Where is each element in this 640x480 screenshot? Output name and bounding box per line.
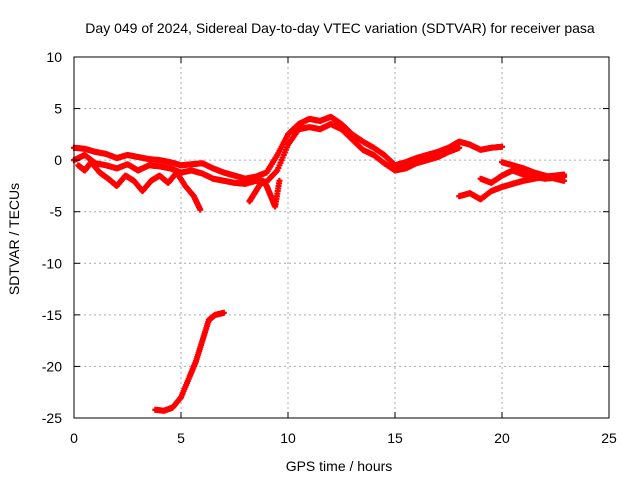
series-low-arc	[152, 309, 227, 414]
series-main-band-lower	[71, 121, 463, 187]
chart-title: Day 049 of 2024, Sidereal Day-to-day VTE…	[85, 20, 595, 36]
x-tick-label: 25	[601, 430, 617, 446]
y-tick-label: 0	[54, 152, 62, 168]
y-axis-label: SDTVAR / TECUs	[6, 183, 22, 295]
data-point	[499, 143, 505, 150]
y-tick-label: -5	[50, 204, 63, 220]
data-point	[220, 309, 227, 316]
y-tick-label: -10	[42, 255, 62, 271]
y-tick-label: 10	[46, 49, 62, 65]
data-point	[276, 177, 283, 184]
x-tick-label: 5	[177, 430, 185, 446]
data-point	[456, 144, 463, 151]
x-tick-label: 10	[280, 430, 296, 446]
y-tick-label: 5	[54, 101, 62, 117]
series-late-mid	[499, 159, 568, 184]
axis-ticks: 0 5 10 15 20 25 10 5 0 -5 -10 -15 -20 -25	[42, 49, 617, 446]
series-dip-near-9	[246, 177, 283, 210]
x-tick-label: 20	[494, 430, 510, 446]
data-points	[71, 113, 568, 414]
y-tick-label: -15	[42, 307, 62, 323]
plot-frame	[73, 56, 610, 419]
y-tick-label: -20	[42, 358, 62, 374]
data-point	[561, 177, 568, 184]
x-axis-label: GPS time / hours	[286, 458, 393, 474]
x-tick-label: 0	[70, 430, 78, 446]
x-tick-label: 15	[387, 430, 403, 446]
grid	[74, 57, 609, 418]
data-point	[197, 206, 204, 213]
series-early-dips	[75, 159, 204, 213]
series-main-band-upper	[71, 113, 505, 182]
y-tick-label: -25	[42, 410, 62, 426]
